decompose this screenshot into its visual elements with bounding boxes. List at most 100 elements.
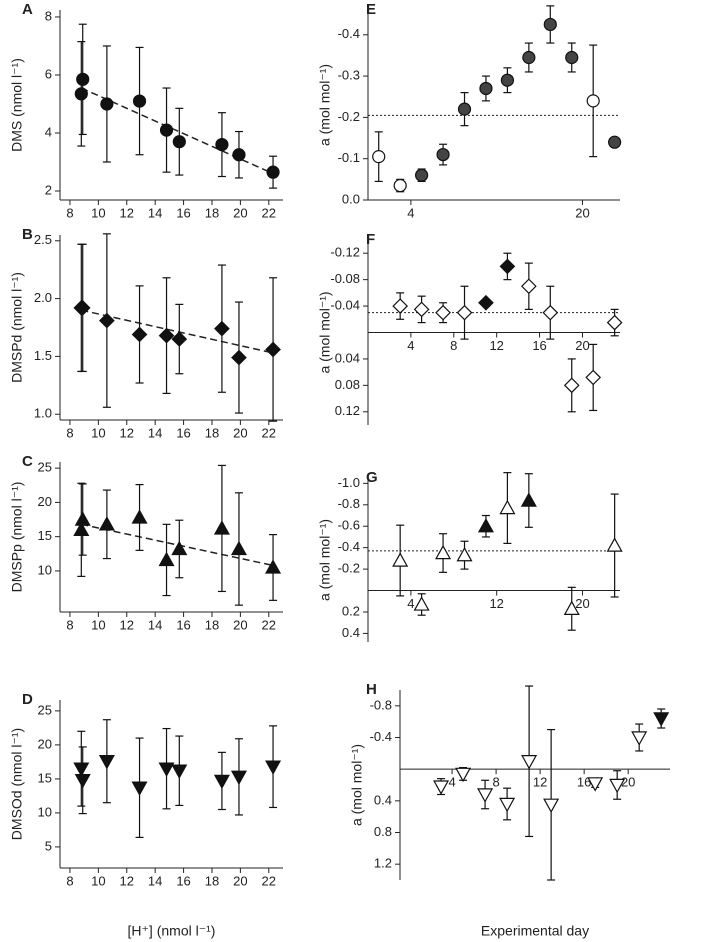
marker <box>393 178 407 193</box>
y-tick-label: 0.04 <box>335 350 360 365</box>
y-tick-label: 0.4 <box>342 625 360 640</box>
fit-line <box>81 87 274 175</box>
x-tick-label: 12 <box>120 873 134 888</box>
x-tick-label: 10 <box>91 617 105 632</box>
y-tick-label: -0.12 <box>330 245 360 260</box>
y-tick-label: -0.3 <box>338 68 360 83</box>
x-tick-label: 18 <box>205 205 219 220</box>
y-tick-label: 2 <box>45 182 52 197</box>
y-tick-label: 2.0 <box>34 290 52 305</box>
y-tick-label: -0.6 <box>338 518 360 533</box>
x-tick-label: 8 <box>66 617 73 632</box>
y-tick-label: 4 <box>45 124 52 139</box>
marker <box>265 559 282 574</box>
x-tick-label: 20 <box>621 775 635 790</box>
y-tick-label: 2.5 <box>34 232 52 247</box>
marker <box>521 755 538 770</box>
marker <box>456 304 473 321</box>
marker <box>456 546 473 562</box>
marker <box>100 97 114 111</box>
x-tick-label: 14 <box>148 617 162 632</box>
marker <box>457 102 472 116</box>
x-tick-label: 14 <box>148 873 162 888</box>
x-tick-label: 8 <box>492 775 499 790</box>
x-tick-label: 20 <box>575 205 589 220</box>
x-tick-label: 20 <box>233 205 247 220</box>
marker <box>213 520 230 535</box>
panel-label: D <box>22 691 33 708</box>
y-tick-label: 15 <box>38 770 52 785</box>
x-axis-label: Experimental day <box>481 923 589 939</box>
marker <box>131 509 148 524</box>
x-axis-label: [H⁺] (nmol l⁻¹) <box>128 923 216 939</box>
marker <box>609 778 626 794</box>
y-tick-label: 0.08 <box>335 377 360 392</box>
marker <box>98 755 115 770</box>
marker <box>631 731 648 746</box>
marker <box>477 517 494 533</box>
y-tick-label: 20 <box>38 494 52 509</box>
y-tick-label: -0.4 <box>338 26 360 41</box>
x-tick-label: 10 <box>91 205 105 220</box>
marker <box>131 326 148 343</box>
y-tick-label: 0.12 <box>335 403 360 418</box>
marker <box>413 596 430 611</box>
marker <box>499 499 516 515</box>
marker <box>413 301 430 318</box>
x-tick-label: 10 <box>91 873 105 888</box>
x-tick-label: 18 <box>205 617 219 632</box>
x-tick-label: 8 <box>450 338 457 353</box>
y-tick-label: -0.4 <box>338 539 360 554</box>
x-tick-label: 20 <box>575 338 589 353</box>
y-tick-label: 0.2 <box>342 603 360 618</box>
x-tick-label: 22 <box>262 425 276 440</box>
marker <box>171 540 188 556</box>
x-tick-label: 8 <box>66 205 73 220</box>
x-tick-label: 22 <box>262 617 276 632</box>
marker <box>436 147 450 162</box>
marker <box>542 304 559 321</box>
y-tick-label: -0.2 <box>338 561 360 576</box>
marker <box>158 762 175 777</box>
marker <box>231 349 247 366</box>
x-tick-label: 16 <box>176 873 190 888</box>
x-tick-label: 12 <box>489 338 503 353</box>
y-axis-label: DMSPd (nmol l⁻¹) <box>9 272 25 383</box>
x-tick-label: 12 <box>533 775 547 790</box>
y-tick-label: 25 <box>38 460 52 475</box>
y-tick-label: 15 <box>38 528 52 543</box>
marker <box>586 94 600 108</box>
x-tick-label: 16 <box>577 775 591 790</box>
y-tick-label: -0.1 <box>338 150 360 165</box>
marker <box>608 135 622 149</box>
y-axis-label: DMS (nmol l⁻¹) <box>9 58 25 152</box>
marker <box>521 278 537 295</box>
marker <box>435 544 452 560</box>
panel-label: E <box>366 1 376 18</box>
marker <box>653 712 670 727</box>
x-tick-label: 14 <box>148 425 162 440</box>
marker <box>392 552 409 567</box>
y-tick-label: -0.8 <box>370 697 392 712</box>
marker <box>435 304 451 321</box>
marker <box>520 492 537 507</box>
x-tick-label: 12 <box>120 425 134 440</box>
marker <box>606 537 623 552</box>
x-tick-label: 22 <box>262 873 276 888</box>
x-tick-label: 20 <box>233 873 247 888</box>
marker <box>372 150 386 164</box>
marker <box>479 81 493 96</box>
y-tick-label: 8 <box>45 8 52 23</box>
marker <box>230 540 247 556</box>
y-tick-label: -0.4 <box>370 729 392 744</box>
marker <box>214 320 230 337</box>
marker <box>171 331 188 347</box>
y-tick-label: 0.4 <box>374 792 392 807</box>
x-tick-label: 20 <box>575 596 589 611</box>
y-tick-label: -0.08 <box>330 271 360 286</box>
y-tick-label: 10 <box>38 804 52 819</box>
y-tick-label: 10 <box>38 562 52 577</box>
marker <box>585 369 602 386</box>
x-tick-label: 16 <box>176 205 190 220</box>
